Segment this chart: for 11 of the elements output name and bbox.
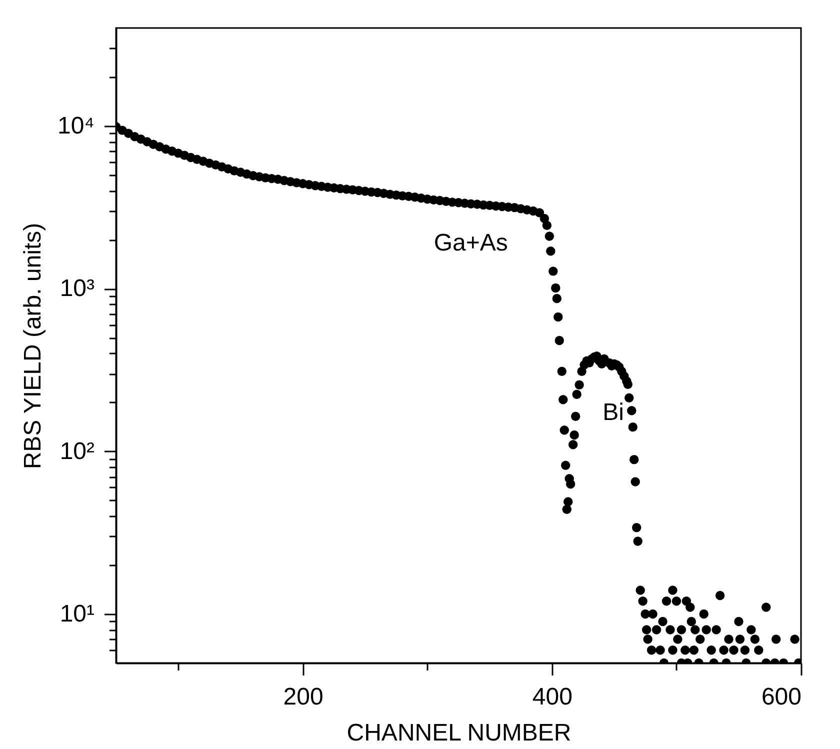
x-tick-label: 400: [532, 684, 572, 710]
annotation: Ga+As: [434, 229, 508, 256]
y-tick-label: 10²: [60, 438, 95, 465]
x-tick-label: 200: [283, 684, 324, 710]
annotation: Bi: [602, 398, 624, 426]
y-tick-label: 10⁴: [57, 112, 94, 140]
y-axis-title: RBS YIELD (arb. units): [19, 222, 46, 470]
y-tick-label: 10³: [60, 275, 95, 302]
x-axis-title: CHANNEL NUMBER: [346, 720, 572, 746]
x-tick-label: 600: [761, 684, 802, 710]
y-tick-label: 10¹: [60, 600, 95, 628]
